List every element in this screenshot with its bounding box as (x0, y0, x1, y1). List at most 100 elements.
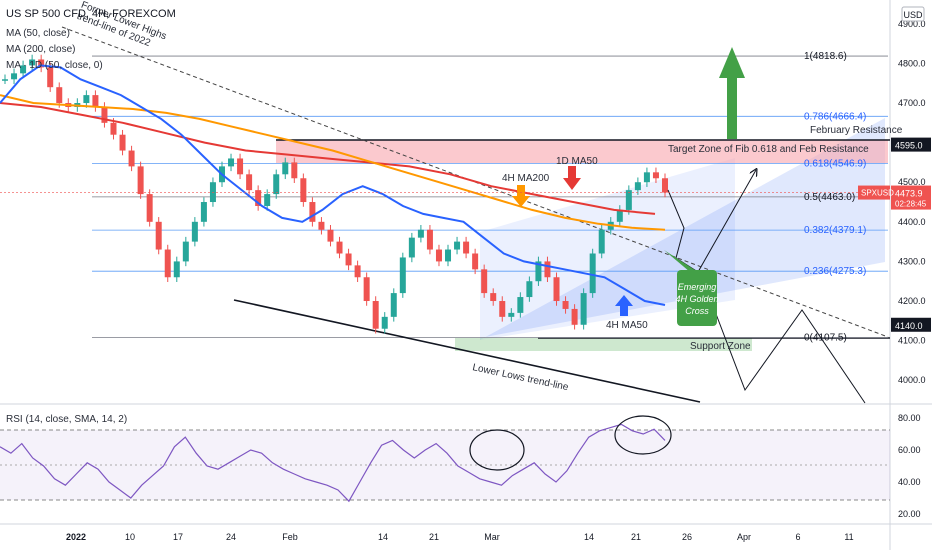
price-tag (891, 317, 931, 332)
candle-body (209, 182, 216, 203)
ma-50-line[interactable] (0, 64, 666, 306)
blue-up-arrow[interactable] (615, 295, 633, 316)
candle-body (318, 221, 325, 230)
ma200-4h-label: 4H MA200 (502, 173, 550, 184)
green-up-arrow[interactable] (719, 47, 745, 139)
golden-cross-line-1: Emerging (678, 282, 717, 292)
candle-body (137, 166, 144, 195)
fib-label: 0(4107.5) (804, 333, 847, 344)
currency-badge[interactable] (901, 6, 925, 22)
time-tick-label: 14 (378, 532, 388, 542)
rsi-label[interactable]: RSI (14, close, SMA, 14, 2) (6, 414, 127, 425)
rsi-pane[interactable] (0, 405, 890, 523)
candle-body (363, 277, 370, 302)
red-down-arrow[interactable] (563, 166, 581, 190)
price-tick-label: 4700.0 (898, 98, 926, 108)
candle-body (228, 158, 235, 167)
candle-body (191, 221, 198, 242)
candle-body (652, 172, 659, 179)
time-tick-label: 11 (844, 532, 853, 542)
alt-projection-path[interactable] (699, 271, 866, 404)
ma-200-line[interactable] (0, 94, 666, 231)
candle-body (408, 237, 415, 258)
candle-body (11, 73, 18, 80)
fib-label: 0.786(4666.4) (804, 111, 866, 122)
candle-body (562, 301, 569, 309)
fib-retracement[interactable]: 1(4818.6) 0.786(4666.4) 0.618(4546.9) 0.5(4… (92, 51, 888, 344)
price-tick-label: 4000.0 (898, 375, 926, 385)
orange-down-arrow[interactable] (512, 185, 530, 207)
channel-overlap (480, 158, 735, 340)
candle-body (417, 229, 424, 238)
target-zone-rect[interactable] (276, 140, 888, 163)
candle-body (246, 174, 253, 191)
time-tick-label: 14 (584, 532, 594, 542)
candle-body (490, 293, 497, 302)
candle-body (56, 87, 63, 104)
candle-body (616, 209, 623, 222)
price-tag-text: 4140.0 (895, 321, 923, 331)
price-tick-label: 4900.0 (898, 19, 926, 29)
price-tick-label: 4200.0 (898, 296, 926, 306)
rsi-circle-2[interactable] (614, 415, 672, 455)
candle-body (38, 59, 45, 68)
candle-body (526, 281, 533, 298)
lower-lows-trendline[interactable] (233, 299, 701, 403)
candle-body (399, 257, 406, 294)
ma50-1d-label: 1D MA50 (556, 156, 598, 167)
feb-resistance-label: February Resistance (810, 125, 903, 136)
candle-body (435, 249, 442, 262)
candle-body (155, 221, 162, 250)
candle-body (517, 297, 524, 313)
candle-body (2, 79, 8, 81)
rsi-tick-label: 20.00 (898, 509, 921, 519)
symbol-title[interactable]: US SP 500 CFD, 4H, FOREXCOM (6, 8, 176, 20)
candle-body (92, 95, 99, 107)
candle-body (508, 312, 515, 317)
candle-body (544, 261, 551, 278)
symbol-tag-text: SPXUSD (861, 189, 894, 198)
indicator-ma200[interactable]: MA (200, close) (6, 44, 75, 55)
support-zone-rect[interactable] (455, 338, 752, 351)
fib-label: 1(4818.6) (804, 51, 847, 62)
indicator-ma50[interactable]: MA (50, close) (6, 28, 70, 39)
candle-body (580, 293, 587, 325)
candle-body (282, 162, 289, 175)
time-tick-label: 17 (173, 532, 183, 542)
fib-label: 0.618(4546.9) (804, 159, 866, 170)
target-zone-label: Target Zone of Fib 0.618 and Feb Resista… (668, 144, 869, 155)
rising-channel[interactable] (480, 118, 885, 340)
price-tag (891, 137, 931, 152)
candle-body (634, 182, 641, 191)
candle-body (237, 158, 244, 175)
last-price-tag (891, 185, 931, 210)
indicator-ma1d[interactable]: MA · 1D (50, close, 0) (6, 60, 103, 71)
candle-body (110, 122, 117, 135)
price-tick-label: 4400.0 (898, 217, 926, 227)
fib-label: 0.382(4379.1) (804, 225, 866, 236)
ma-1d-50-line[interactable] (0, 102, 656, 215)
candle-body (173, 261, 180, 278)
symbol-tag (858, 185, 890, 200)
candle-body (345, 253, 352, 266)
time-tick-label: Mar (484, 532, 500, 542)
fib-label: 0.5(4463.0) (804, 192, 855, 203)
support-zone-label: Support Zone (690, 341, 751, 352)
price-series (2, 54, 668, 334)
rsi-circle-1[interactable] (469, 429, 525, 471)
golden-cross-callout[interactable]: Emerging 4H Golden Cross (664, 250, 719, 326)
candle-body (336, 241, 343, 254)
price-tick-label: 4800.0 (898, 58, 926, 68)
candle-body (47, 67, 54, 88)
candle-body (445, 249, 452, 262)
candle-body (499, 301, 506, 317)
candle-body (381, 316, 388, 329)
time-axis[interactable]: 2022 10 17 24 Feb 14 21 Mar 14 21 26 Apr 6 11 (66, 532, 854, 542)
candle-body (372, 301, 379, 329)
rsi-line[interactable] (0, 423, 666, 503)
candle-body (164, 249, 171, 278)
time-tick-label: 26 (682, 532, 692, 542)
